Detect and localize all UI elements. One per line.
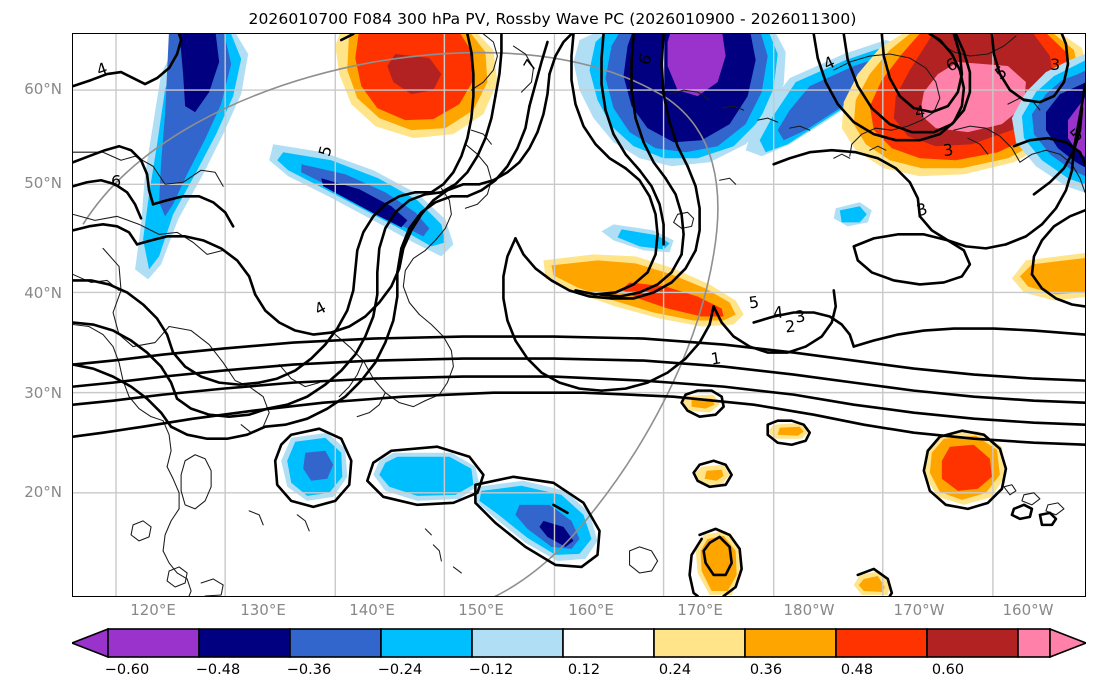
x-axis-tick-label: 160°W [1002, 601, 1054, 619]
colorbar-tick-label: −0.12 [468, 662, 514, 678]
contour-label: 3 [942, 140, 955, 160]
y-axis-tick-label: 40°N [24, 284, 62, 302]
x-axis-tick-label: 180°W [783, 601, 835, 619]
colorbar-tick-label: 0.12 [567, 662, 601, 678]
colorbar-tick-label: 0.48 [840, 662, 874, 678]
colorbar-extend-high [1049, 628, 1086, 658]
map-canvas: 4 5 6 7 6 4 6 5 3 4 3 5 4 3 5 4 3 2 1 [73, 34, 1085, 596]
shaded-anomaly-layer [135, 34, 1085, 595]
contour-label: 4 [311, 297, 329, 319]
colorbar-swatch [471, 628, 564, 658]
contour-label: 5 [315, 143, 336, 158]
contour-label: 4 [913, 102, 926, 122]
contour-label: 6 [111, 171, 121, 190]
y-axis-tick-label: 60°N [24, 80, 62, 98]
y-axis-tick-label: 50°N [24, 174, 62, 192]
map-plot-area: 4 5 6 7 6 4 6 5 3 4 3 5 4 3 5 4 3 2 1 [72, 33, 1086, 597]
colorbar-canvas [72, 628, 1086, 658]
contour-label: 3 [914, 199, 930, 220]
x-axis-tick-label: 170°E [677, 601, 723, 619]
colorbar-tick-label: −0.36 [286, 662, 332, 678]
contour-label: 3 [1050, 55, 1060, 74]
y-axis-tick-label: 20°N [24, 483, 62, 501]
contour-label: 3 [794, 307, 806, 327]
x-axis-tick-label: 150°E [458, 601, 504, 619]
contour-label: 2 [784, 317, 796, 337]
contour-label: 4 [772, 303, 784, 323]
x-axis-tick-label: 160°E [568, 601, 614, 619]
contour-labels: 4 5 6 7 6 4 6 5 3 4 3 5 4 3 5 4 3 2 1 [94, 51, 1085, 368]
x-axis-tick-label: 170°W [893, 601, 945, 619]
colorbar-swatch [926, 628, 1019, 658]
x-axis-tick-label: 140°E [349, 601, 395, 619]
colorbar-tick-label: −0.48 [195, 662, 241, 678]
colorbar-swatch [1017, 628, 1051, 658]
colorbar-swatch [380, 628, 473, 658]
colorbar-swatch [835, 628, 928, 658]
great-circle-arc [82, 51, 719, 596]
colorbar-swatch [744, 628, 837, 658]
colorbar-swatch [289, 628, 382, 658]
x-axis-tick-label: 120°E [130, 601, 176, 619]
colorbar-swatch [198, 628, 291, 658]
contour-label: 4 [94, 58, 110, 79]
colorbar-tick-label: 0.36 [749, 662, 783, 678]
colorbar[interactable] [72, 628, 1086, 658]
y-axis-tick-label: 30°N [24, 384, 62, 402]
chart-title: 2026010700 F084 300 hPa PV, Rossby Wave … [248, 10, 857, 28]
colorbar-tick-label: −0.24 [377, 662, 423, 678]
colorbar-tick-label: 0.24 [658, 662, 692, 678]
colorbar-extend-low [72, 628, 109, 658]
colorbar-tick-label: −0.60 [104, 662, 150, 678]
pv-contours [73, 34, 1085, 596]
colorbar-swatch [562, 628, 655, 658]
contour-label: 5 [748, 292, 761, 312]
contour-label: 1 [710, 348, 723, 368]
colorbar-tick-label: 0.60 [931, 662, 965, 678]
colorbar-swatch [653, 628, 746, 658]
colorbar-swatch [107, 628, 200, 658]
x-axis-tick-label: 130°E [240, 601, 286, 619]
